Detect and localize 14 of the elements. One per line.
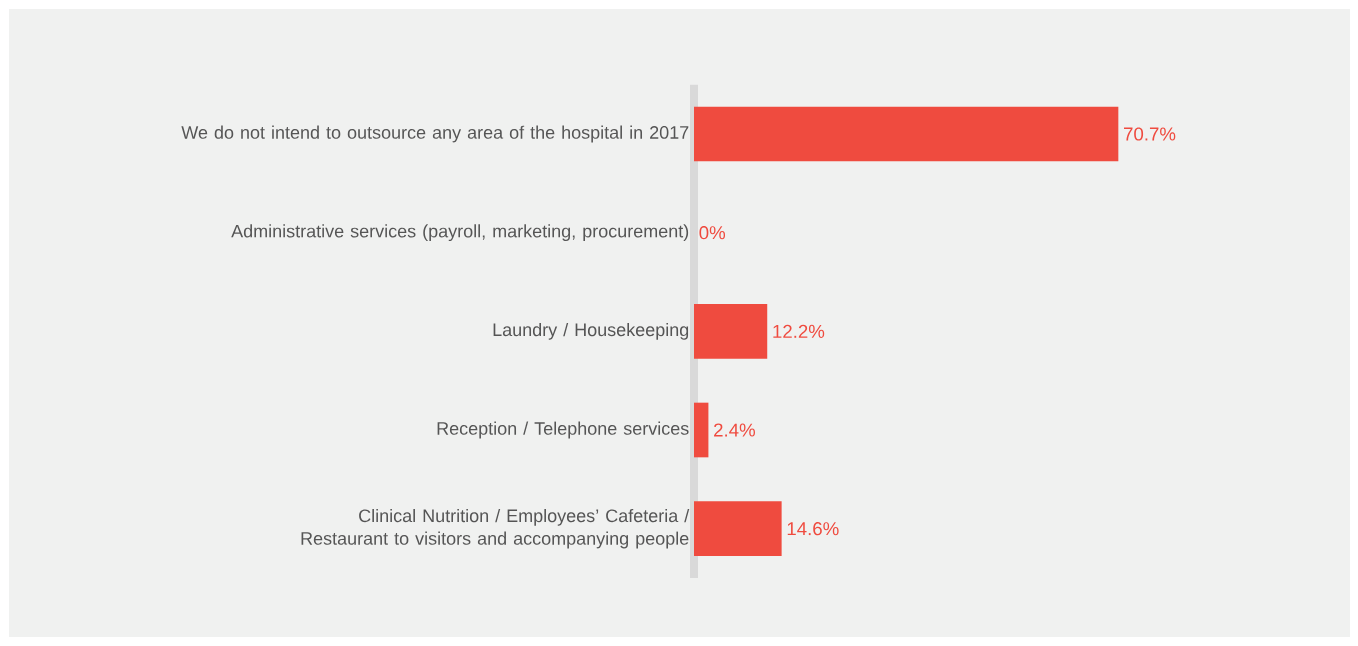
y-tick-label: Clinical Nutrition / Employees’ Cafeteria / Restaurant to visitors and accompanying people (301, 508, 690, 549)
y-tick-label: Reception / Telephone services (437, 421, 689, 439)
data-label: 14.6% (787, 522, 839, 536)
bar (694, 304, 768, 359)
bar (694, 501, 782, 556)
bar (694, 402, 709, 458)
data-label: 2.4% (714, 423, 755, 437)
data-label: 70.7% (1124, 127, 1176, 141)
y-tick-label: Administrative services (payroll, marketing, procurement) (231, 224, 689, 242)
bar (694, 106, 1119, 162)
data-label: 12.2% (773, 324, 825, 338)
data-label: 0% (699, 226, 726, 240)
y-tick-label: Laundry / Housekeeping (493, 322, 689, 340)
y-tick-label: We do not intend to outsource any area of the hospital in 2017 (181, 125, 689, 143)
